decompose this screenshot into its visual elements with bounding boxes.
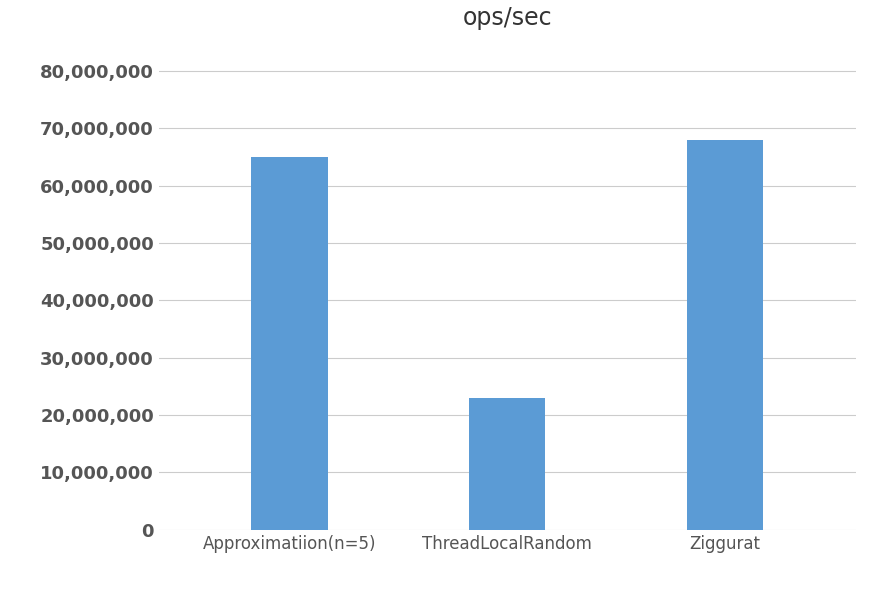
Bar [251,157,327,530]
Title: ops/sec: ops/sec [462,7,552,31]
Bar [687,140,763,530]
Bar [469,398,545,530]
